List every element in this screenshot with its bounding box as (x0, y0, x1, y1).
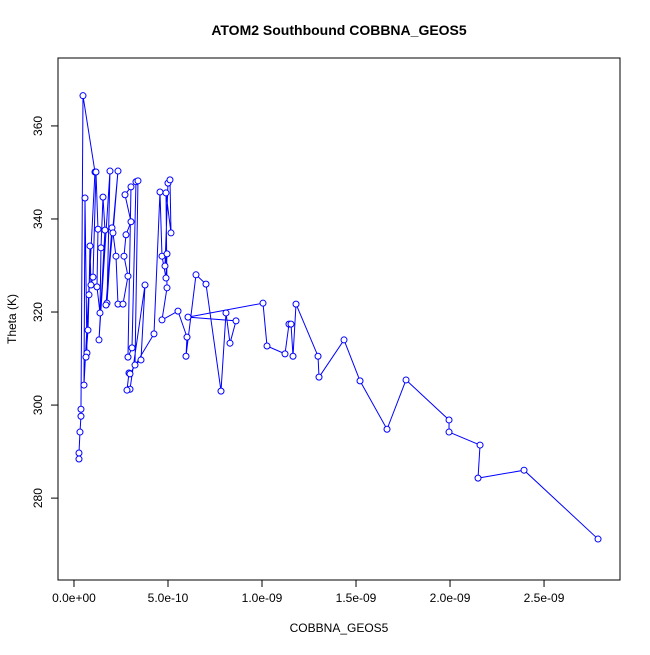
data-point (77, 412, 85, 420)
data-point (137, 356, 145, 364)
y-tick-label: 360 (31, 116, 45, 136)
data-point (120, 252, 128, 260)
data-point (122, 231, 130, 239)
data-point (402, 376, 410, 384)
data-point (124, 272, 132, 280)
data-point (167, 229, 175, 237)
chart-title: ATOM2 Southbound COBBNA_GEOS5 (211, 22, 467, 38)
data-point (102, 301, 110, 309)
data-point (81, 194, 89, 202)
data-point (76, 428, 84, 436)
data-point (162, 274, 170, 282)
data-point (356, 377, 364, 385)
data-point (121, 191, 129, 199)
data-point (128, 344, 136, 352)
data-point (166, 176, 174, 184)
data-point (217, 387, 225, 395)
data-point (93, 283, 101, 291)
data-point (474, 474, 482, 482)
x-tick-label: 2.0e-09 (430, 591, 471, 605)
x-tick-label: 1.0e-09 (242, 591, 283, 605)
data-point (314, 352, 322, 360)
data-point (106, 167, 114, 175)
data-point (141, 281, 149, 289)
data-point (192, 271, 200, 279)
data-point (75, 449, 83, 457)
x-tick-label: 2.5e-09 (524, 591, 565, 605)
data-point (77, 405, 85, 413)
data-point (232, 317, 240, 325)
data-point (226, 339, 234, 347)
x-tick-label: 5.0e-10 (148, 591, 189, 605)
data-point (158, 316, 166, 324)
data-point (222, 309, 230, 317)
data-point (183, 333, 191, 341)
x-tick-label: 1.5e-09 (336, 591, 377, 605)
data-point (82, 353, 90, 361)
data-point (80, 381, 88, 389)
data-point (445, 416, 453, 424)
data-point (340, 336, 348, 344)
data-point (95, 336, 103, 344)
data-point (292, 300, 300, 308)
data-point (112, 252, 120, 260)
data-point (97, 244, 105, 252)
data-point (123, 386, 131, 394)
data-point (89, 273, 97, 281)
data-point (281, 350, 289, 358)
data-point (182, 352, 190, 360)
data-point (109, 229, 117, 237)
data-point (131, 361, 139, 369)
data-point (287, 320, 295, 328)
data-point (124, 353, 132, 361)
data-point (99, 193, 107, 201)
data-point (119, 300, 127, 308)
data-point (520, 466, 528, 474)
data-point (163, 284, 171, 292)
data-point (594, 535, 602, 543)
data-point (134, 177, 142, 185)
data-point (127, 218, 135, 226)
data-point (162, 189, 170, 197)
y-axis-label: Theta (K) (5, 294, 19, 344)
data-point (127, 183, 135, 191)
data-point (161, 262, 169, 270)
data-point (263, 342, 271, 350)
y-tick-label: 300 (31, 395, 45, 415)
data-point (92, 168, 100, 176)
data-point (85, 291, 93, 299)
data-point (114, 167, 122, 175)
data-point (75, 455, 83, 463)
data-point (184, 313, 192, 321)
data-point (156, 188, 164, 196)
data-point (150, 330, 158, 338)
data-point (383, 425, 391, 433)
data-point (202, 280, 210, 288)
data-point (445, 428, 453, 436)
data-point (86, 242, 94, 250)
x-axis-label: COBBNA_GEOS5 (290, 621, 389, 635)
data-point (96, 309, 104, 317)
data-point (174, 307, 182, 315)
data-point (79, 92, 87, 100)
y-tick-label: 320 (31, 302, 45, 322)
data-point (84, 326, 92, 334)
data-point (163, 250, 171, 258)
x-tick-label: 0.0e+00 (52, 591, 96, 605)
data-point (476, 441, 484, 449)
data-point (101, 226, 109, 234)
y-tick-label: 340 (31, 209, 45, 229)
data-point (289, 352, 297, 360)
data-point (259, 299, 267, 307)
data-point (315, 373, 323, 381)
y-tick-label: 280 (31, 488, 45, 508)
data-point (94, 225, 102, 233)
data-point (87, 281, 95, 289)
data-point (126, 370, 134, 378)
